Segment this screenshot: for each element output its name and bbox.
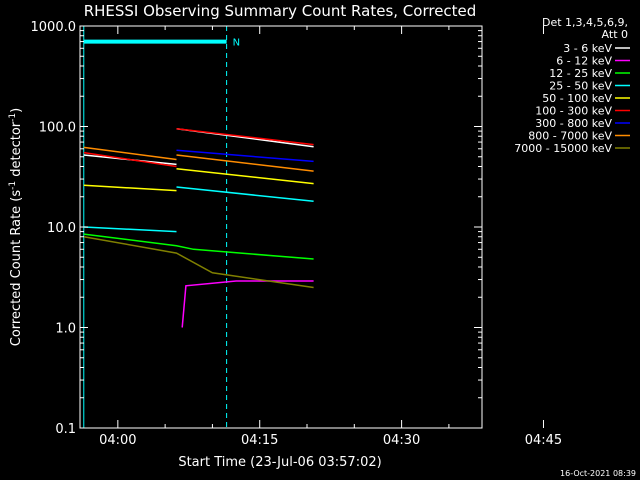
y-tick-label-1: 1.0 — [55, 322, 76, 337]
y-axis-label-end: ) — [9, 108, 24, 113]
legend-label-1: 6 - 12 keV — [556, 55, 612, 68]
series-layer — [83, 127, 314, 328]
series-line-2-0 — [83, 233, 314, 260]
y-axis-label-mid: detector — [9, 121, 24, 181]
y-tick-label-0: 0.1 — [55, 422, 76, 437]
legend-label-0: 3 - 6 keV — [563, 42, 612, 55]
legend-label-5: 100 - 300 keV — [535, 105, 612, 118]
series-line-8-0 — [83, 235, 314, 289]
series-line-5-0 — [83, 151, 177, 168]
axis-ticks: 04:0004:1504:3004:4505:0005:1505:300.11.… — [31, 20, 563, 448]
y-axis-label-sup2: -1 — [8, 113, 18, 122]
legend-label-3: 25 - 50 keV — [549, 80, 612, 93]
series-line-4-0 — [83, 184, 177, 192]
chart-title: RHESSI Observing Summary Count Rates, Co… — [84, 2, 477, 20]
y-tick-label-4: 1000.0 — [31, 20, 77, 35]
legend-header-line2: Att 0 — [602, 28, 628, 41]
x-tick-label-3: 04:45 — [525, 433, 562, 448]
x-tick-label-1: 04:15 — [241, 433, 278, 448]
y-axis-label: Corrected Count Rate (s-1 detector-1) — [8, 108, 24, 346]
series-line-6-0 — [176, 149, 314, 163]
legend-label-7: 800 - 7000 keV — [528, 130, 612, 143]
x-tick-label-0: 04:00 — [99, 433, 136, 448]
series-line-7-0 — [83, 146, 177, 161]
annotation-label: N — [233, 38, 240, 49]
series-line-1-0 — [181, 280, 314, 328]
x-axis-label: Start Time (23-Jul-06 03:57:02) — [178, 455, 381, 470]
legend-label-8: 7000 - 15000 keV — [514, 142, 612, 155]
plot-frame — [79, 25, 483, 429]
y-tick-label-3: 100.0 — [39, 121, 76, 136]
legend-label-2: 12 - 25 keV — [549, 67, 612, 80]
series-line-7-1 — [176, 154, 314, 172]
legend-header-line1: Det 1,3,4,5,6,9, — [542, 16, 628, 29]
legend-label-4: 50 - 100 keV — [542, 92, 612, 105]
series-line-3-1 — [176, 186, 314, 203]
x-tick-label-2: 04:30 — [383, 433, 420, 448]
y-tick-label-2: 10.0 — [47, 221, 76, 236]
legend-label-6: 300 - 800 keV — [535, 117, 612, 130]
series-line-4-1 — [176, 167, 314, 185]
series-line-5-1 — [176, 127, 314, 146]
y-axis-label-main: Corrected Count Rate (s — [9, 190, 24, 347]
timestamp: 16-Oct-2021 08:39 — [560, 469, 636, 478]
y-axis-label-sup1: -1 — [8, 181, 18, 190]
series-line-3-0 — [83, 226, 177, 233]
